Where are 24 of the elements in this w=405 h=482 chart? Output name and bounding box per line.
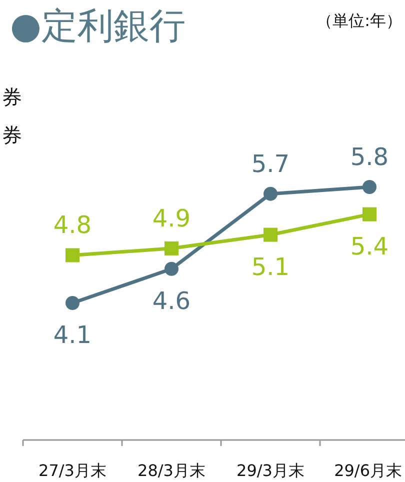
x-tick-label: 28/3月末	[138, 461, 206, 480]
x-tick-label: 29/6月末	[334, 461, 402, 480]
text: 券	[2, 123, 22, 147]
chart-title: ●定利銀行	[10, 6, 186, 47]
point	[164, 262, 178, 276]
point	[264, 186, 278, 201]
x-tick-label: 27/3月末	[38, 461, 106, 480]
point	[264, 228, 278, 242]
data-label: 4.1	[53, 321, 92, 349]
data-label: 5.1	[251, 252, 290, 281]
data-label: 5.4	[350, 232, 389, 260]
data-label: 4.6	[152, 286, 191, 315]
point	[362, 207, 376, 222]
point	[362, 180, 376, 194]
x-tick-label: 29/3月末	[236, 461, 304, 480]
text: 券	[2, 85, 22, 109]
data-label: 4.8	[53, 211, 92, 240]
point	[66, 248, 80, 262]
data-label: 5.8	[350, 143, 389, 171]
point	[66, 296, 80, 310]
data-label: 5.7	[251, 150, 290, 178]
data-label: 4.9	[152, 204, 191, 232]
point	[164, 241, 178, 256]
chart-subtitle: （単位:年）	[316, 11, 402, 30]
